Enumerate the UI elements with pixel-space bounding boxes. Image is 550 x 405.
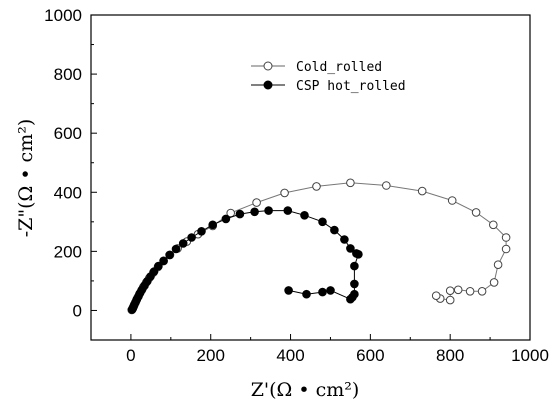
data-point-csp-hot-rolled (159, 256, 168, 266)
data-point-csp-hot-rolled (350, 279, 359, 289)
series-layer (127, 178, 511, 315)
data-point-csp-hot-rolled (340, 235, 349, 244)
legend: Cold_rolled CSP hot_rolled (251, 60, 406, 94)
data-point-cold-rolled (312, 182, 321, 191)
data-point-csp-hot-rolled (197, 227, 206, 236)
data-point-cold-rolled (501, 233, 511, 242)
legend-label-cold-rolled: Cold_rolled (296, 60, 382, 75)
data-point-cold-rolled (252, 198, 261, 207)
data-point-csp-hot-rolled (318, 287, 327, 297)
x-tick-label: 0 (126, 346, 135, 365)
data-point-csp-hot-rolled (283, 206, 293, 215)
data-point-csp-hot-rolled (346, 244, 355, 253)
data-point-csp-hot-rolled (302, 289, 311, 299)
data-point-cold-rolled (489, 278, 499, 287)
series-csp-hot-rolled (127, 206, 363, 314)
data-point-cold-rolled (445, 295, 455, 305)
data-point-cold-rolled (431, 291, 441, 301)
data-point-cold-rolled (453, 285, 463, 295)
x-tick-label: 400 (276, 346, 304, 365)
data-point-csp-hot-rolled (187, 233, 196, 242)
data-point-cold-rolled (417, 186, 427, 196)
data-point-csp-hot-rolled (264, 206, 273, 215)
y-tick-label: 0 (73, 301, 82, 320)
y-tick-label: 600 (54, 124, 82, 143)
data-point-cold-rolled (280, 188, 289, 198)
y-tick-label: 1000 (44, 6, 82, 25)
data-point-cold-rolled (382, 181, 391, 190)
tick-labels: 0 200 400 600 800 1000 0 200 400 600 800 1000 (44, 6, 549, 365)
y-tick-label: 800 (54, 65, 82, 84)
data-point-cold-rolled (447, 196, 457, 205)
data-point-cold-rolled (346, 178, 355, 188)
data-point-cold-rolled (465, 287, 475, 296)
legend-marker-csp-hot-rolled (263, 80, 273, 90)
data-point-csp-hot-rolled (250, 207, 259, 217)
y-tick-label: 200 (54, 242, 82, 261)
data-point-cold-rolled (445, 286, 455, 296)
x-tick-label: 200 (197, 346, 225, 365)
data-point-cold-rolled (493, 260, 503, 270)
x-axis-title: Z'(Ω • cm²) (251, 379, 360, 401)
data-point-cold-rolled (477, 287, 487, 296)
legend-label-csp-hot-rolled: CSP hot_rolled (296, 79, 406, 94)
y-tick-label: 400 (54, 183, 82, 202)
data-point-cold-rolled (501, 244, 511, 254)
data-point-cold-rolled (471, 208, 481, 217)
data-point-csp-hot-rolled (300, 211, 309, 220)
data-point-csp-hot-rolled (326, 286, 335, 295)
data-point-csp-hot-rolled (171, 244, 181, 254)
data-point-csp-hot-rolled (346, 294, 355, 304)
data-point-csp-hot-rolled (318, 217, 327, 227)
data-point-csp-hot-rolled (165, 250, 174, 260)
tick-marks (90, 14, 531, 341)
x-tick-label: 600 (356, 346, 384, 365)
data-point-csp-hot-rolled (330, 225, 339, 235)
data-point-csp-hot-rolled (178, 239, 188, 248)
data-point-csp-hot-rolled (235, 209, 245, 219)
y-axis-title: -Z"(Ω • cm²) (15, 119, 37, 238)
data-point-csp-hot-rolled (154, 261, 163, 271)
data-point-csp-hot-rolled (350, 261, 359, 271)
legend-marker-cold-rolled (263, 61, 273, 71)
data-point-csp-hot-rolled (354, 250, 363, 259)
x-tick-label: 800 (436, 346, 464, 365)
data-point-cold-rolled (489, 220, 498, 230)
data-point-csp-hot-rolled (208, 220, 217, 230)
x-tick-label: 1000 (511, 346, 549, 365)
data-point-csp-hot-rolled (221, 214, 231, 224)
data-point-csp-hot-rolled (284, 286, 293, 295)
plot-frame (90, 14, 531, 341)
